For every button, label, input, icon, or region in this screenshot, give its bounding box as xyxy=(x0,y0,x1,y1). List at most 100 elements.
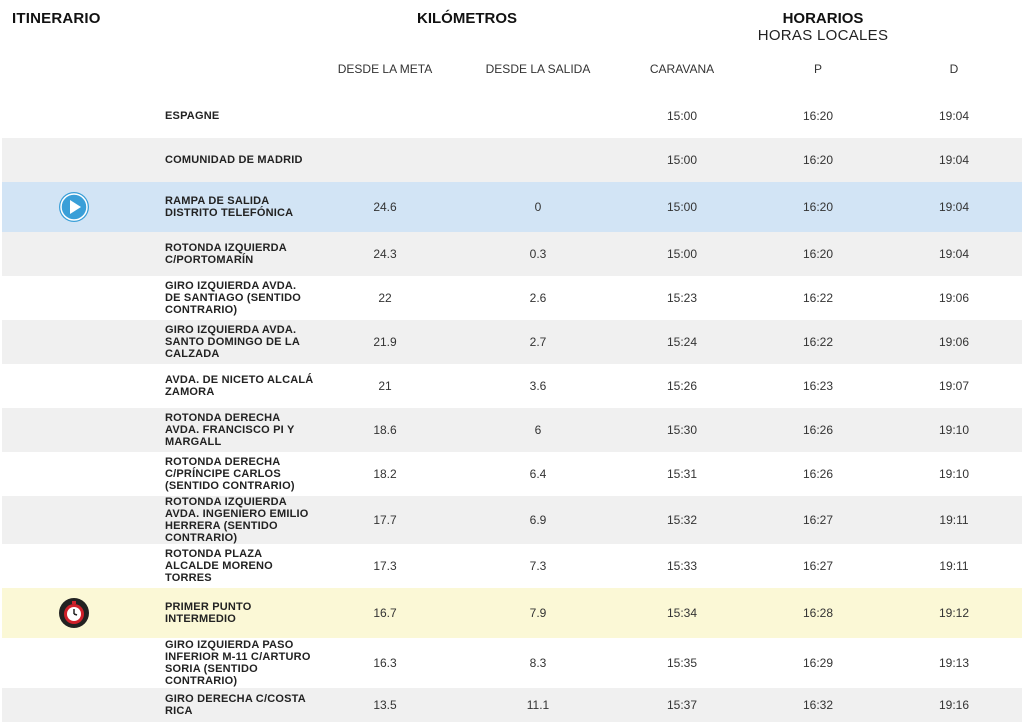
col-d: D xyxy=(949,62,959,76)
time-p: 16:20 xyxy=(802,247,834,261)
table-row: ROTONDA IZQUIERDA AVDA. INGENIERO EMILIO… xyxy=(2,496,1022,544)
caravan-time: 15:31 xyxy=(666,467,698,481)
km-from-start: 2.6 xyxy=(529,291,547,305)
km-from-start: 0.3 xyxy=(529,247,547,261)
caravan-time: 15:34 xyxy=(666,606,698,620)
km-from-finish: 17.7 xyxy=(373,513,397,527)
time-d: 19:07 xyxy=(938,379,970,393)
km-from-finish: 18.2 xyxy=(373,467,397,481)
time-p: 16:29 xyxy=(802,656,834,670)
time-p: 16:32 xyxy=(802,698,834,712)
km-from-finish: 21.9 xyxy=(373,335,397,349)
location-name: ROTONDA IZQUIERDA C/PORTOMARÍN xyxy=(165,242,287,266)
table-row: GIRO IZQUIERDA AVDA. SANTO DOMINGO DE LA… xyxy=(2,320,1022,364)
km-from-start: 6 xyxy=(534,423,542,437)
time-d: 19:11 xyxy=(939,559,969,573)
col-desde-meta: DESDE LA META xyxy=(337,62,433,76)
km-from-start: 6.4 xyxy=(529,467,547,481)
km-from-finish: 21 xyxy=(378,379,392,393)
km-from-start: 7.3 xyxy=(529,559,547,573)
km-from-start: 6.9 xyxy=(529,513,547,527)
table-row: ROTONDA IZQUIERDA C/PORTOMARÍN 24.3 0.3 15:… xyxy=(2,232,1022,276)
km-from-start: 3.6 xyxy=(529,379,547,393)
location-name: GIRO IZQUIERDA AVDA. SANTO DOMINGO DE LA… xyxy=(165,324,300,360)
km-from-start: 0 xyxy=(534,200,542,214)
caravan-time: 15:00 xyxy=(666,247,698,261)
time-p: 16:20 xyxy=(802,153,834,167)
time-p: 16:26 xyxy=(802,467,834,481)
horarios-heading: HORARIOS xyxy=(782,10,864,27)
time-d: 19:06 xyxy=(938,335,970,349)
table-row: ESPAGNE 15:00 16:20 19:04 xyxy=(2,94,1022,138)
time-d: 19:10 xyxy=(938,423,970,437)
play-icon xyxy=(58,191,90,223)
col-p: P xyxy=(813,62,822,76)
location-name: ROTONDA DERECHA C/PRÍNCIPE CARLOS (SENTI… xyxy=(165,456,295,492)
time-p: 16:22 xyxy=(802,335,834,349)
location-name: RAMPA DE SALIDA DISTRITO TELEFÓNICA xyxy=(165,195,294,219)
time-p: 16:22 xyxy=(802,291,834,305)
kilometros-heading: KILÓMETROS xyxy=(417,10,517,27)
location-name: AVDA. DE NICETO ALCALÁ ZAMORA xyxy=(165,374,314,398)
table-row: ROTONDA DERECHA AVDA. FRANCISCO PI Y MAR… xyxy=(2,408,1022,452)
time-d: 19:11 xyxy=(939,513,969,527)
caravan-time: 15:26 xyxy=(666,379,698,393)
caravan-time: 15:37 xyxy=(666,698,698,712)
table-row: GIRO IZQUIERDA AVDA. DE SANTIAGO (SENTID… xyxy=(2,276,1022,320)
km-from-start: 11.1 xyxy=(526,698,550,712)
time-d: 19:06 xyxy=(938,291,970,305)
col-caravana: CARAVANA xyxy=(649,62,715,76)
km-from-finish: 16.7 xyxy=(373,606,397,620)
caravan-time: 15:32 xyxy=(666,513,698,527)
km-from-finish: 16.3 xyxy=(373,656,397,670)
km-from-start: 7.9 xyxy=(529,606,547,620)
location-name: ROTONDA PLAZA ALCALDE MORENO TORRES xyxy=(165,548,273,584)
caravan-time: 15:33 xyxy=(666,559,698,573)
caravan-time: 15:00 xyxy=(666,109,698,123)
km-from-finish: 17.3 xyxy=(373,559,397,573)
location-name: GIRO IZQUIERDA AVDA. DE SANTIAGO (SENTID… xyxy=(165,280,302,316)
location-name: COMUNIDAD DE MADRID xyxy=(165,154,303,166)
caravan-time: 15:23 xyxy=(666,291,698,305)
caravan-time: 15:24 xyxy=(666,335,698,349)
location-name: ROTONDA DERECHA AVDA. FRANCISCO PI Y MAR… xyxy=(165,412,295,448)
location-name: GIRO DERECHA C/COSTA RICA xyxy=(165,693,306,717)
itinerary-table: ESPAGNE 15:00 16:20 19:04 COMUNIDAD DE MADRI… xyxy=(2,94,1022,722)
table-row: GIRO IZQUIERDA PASO INFERIOR M-11 C/ARTU… xyxy=(2,638,1022,688)
km-from-finish: 13.5 xyxy=(373,698,397,712)
table-row-start: RAMPA DE SALIDA DISTRITO TELEFÓNICA 24.6 0… xyxy=(2,182,1022,232)
caravan-time: 15:30 xyxy=(666,423,698,437)
km-from-start: 8.3 xyxy=(529,656,547,670)
caravan-time: 15:00 xyxy=(666,153,698,167)
location-name: GIRO IZQUIERDA PASO INFERIOR M-11 C/ARTU… xyxy=(165,639,311,687)
time-p: 16:23 xyxy=(802,379,834,393)
stopwatch-icon xyxy=(58,597,90,629)
caravan-time: 15:35 xyxy=(666,656,698,670)
time-d: 19:04 xyxy=(938,247,970,261)
caravan-time: 15:00 xyxy=(666,200,698,214)
time-d: 19:04 xyxy=(938,200,970,214)
km-from-start: 2.7 xyxy=(529,335,547,349)
itinerario-heading: ITINERARIO xyxy=(12,10,101,27)
horas-locales-subheading: HORAS LOCALES xyxy=(757,27,889,44)
time-d: 19:04 xyxy=(938,153,970,167)
time-d: 19:04 xyxy=(938,109,970,123)
time-p: 16:20 xyxy=(802,200,834,214)
table-row: GIRO DERECHA C/COSTA RICA 13.5 11.1 15:37 16… xyxy=(2,688,1022,722)
time-d: 19:16 xyxy=(938,698,970,712)
table-row-intermediate: PRIMER PUNTO INTERMEDIO 16.7 7.9 15:34 16:28… xyxy=(2,588,1022,638)
table-row: COMUNIDAD DE MADRID 15:00 16:20 19:04 xyxy=(2,138,1022,182)
table-row: ROTONDA PLAZA ALCALDE MORENO TORRES 17.3 7… xyxy=(2,544,1022,588)
km-from-finish: 24.3 xyxy=(373,247,397,261)
time-d: 19:10 xyxy=(938,467,970,481)
col-desde-salida: DESDE LA SALIDA xyxy=(485,62,591,76)
time-d: 19:13 xyxy=(938,656,970,670)
km-from-finish: 22 xyxy=(378,291,392,305)
table-row: AVDA. DE NICETO ALCALÁ ZAMORA 21 3.6 15:26 1… xyxy=(2,364,1022,408)
time-p: 16:26 xyxy=(802,423,834,437)
km-from-finish: 18.6 xyxy=(373,423,397,437)
location-name: ROTONDA IZQUIERDA AVDA. INGENIERO EMILIO… xyxy=(165,496,309,544)
location-name: ESPAGNE xyxy=(165,110,220,122)
table-row: ROTONDA DERECHA C/PRÍNCIPE CARLOS (SENTI… xyxy=(2,452,1022,496)
